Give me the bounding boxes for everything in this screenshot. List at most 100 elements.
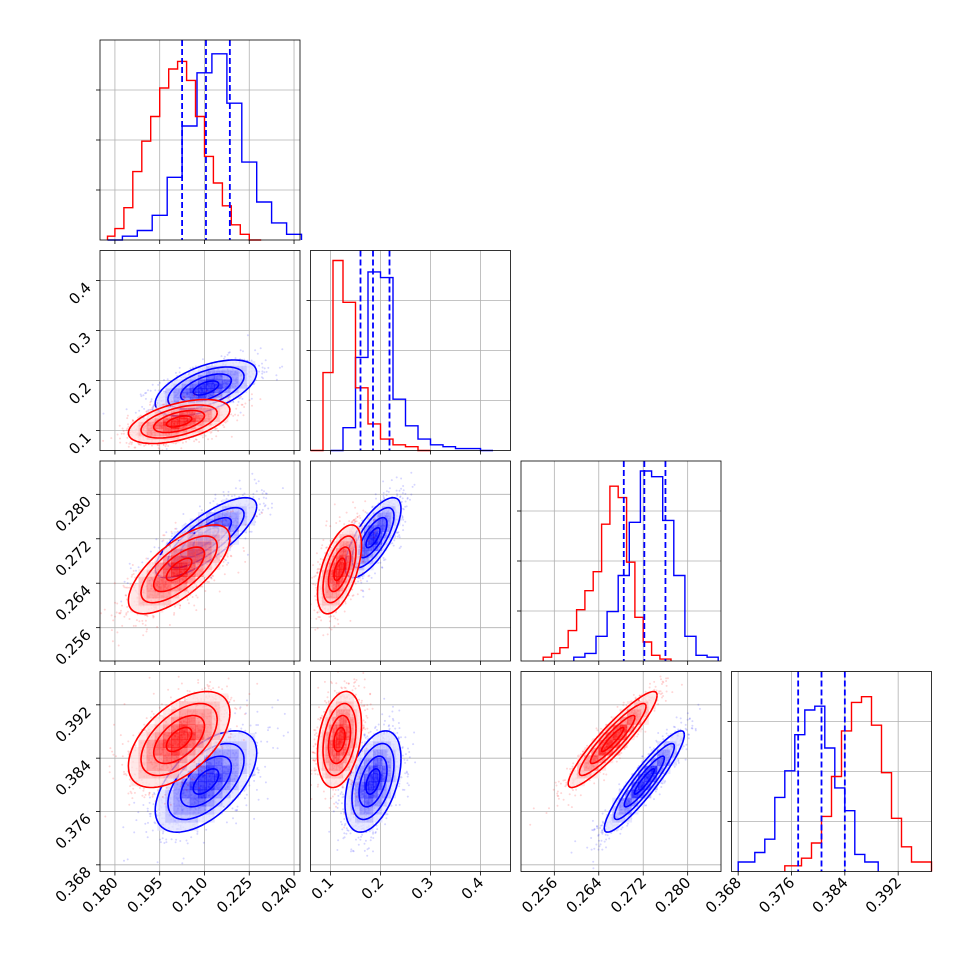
scatter-point xyxy=(158,448,161,451)
density-block xyxy=(246,365,256,371)
scatter-point xyxy=(195,609,198,612)
scatter-point xyxy=(139,393,142,396)
density-block xyxy=(138,576,148,585)
scatter-point xyxy=(149,403,151,406)
density-block xyxy=(211,562,221,570)
scatter-point xyxy=(123,586,126,589)
scatter-point xyxy=(180,447,183,450)
scatter-point xyxy=(174,371,177,374)
scatter-point xyxy=(214,397,217,400)
density-block xyxy=(222,379,231,385)
density-block xyxy=(222,374,231,380)
scatter-point xyxy=(213,579,216,582)
density-block xyxy=(195,533,204,542)
scatter-point xyxy=(110,437,113,440)
scatter-point xyxy=(180,393,183,395)
scatter-point xyxy=(147,389,149,392)
scatter-point xyxy=(235,407,238,410)
scatter-point xyxy=(197,515,200,518)
density-block xyxy=(230,512,239,520)
scatter-point xyxy=(194,438,197,441)
scatter-point xyxy=(132,573,135,575)
density-block xyxy=(203,569,213,577)
scatter-point xyxy=(237,414,240,417)
scatter-point xyxy=(265,492,268,495)
density-block xyxy=(238,518,248,526)
density-block xyxy=(214,518,223,526)
density-block xyxy=(246,512,256,520)
scatter-point xyxy=(200,522,203,525)
scatter-point xyxy=(221,564,224,567)
density-block xyxy=(246,505,256,513)
scatter-point xyxy=(234,487,237,490)
scatter-point xyxy=(130,575,133,578)
scatter-point xyxy=(227,351,230,354)
density-block xyxy=(154,421,164,426)
density-block xyxy=(187,428,196,433)
density-block xyxy=(222,397,231,403)
scatter-point xyxy=(217,430,220,432)
scatter-point xyxy=(166,541,169,544)
scatter-point xyxy=(240,403,243,406)
scatter-point xyxy=(398,536,401,539)
density-block xyxy=(171,562,180,570)
density-block xyxy=(187,421,196,426)
scatter-point xyxy=(186,598,189,601)
density-block xyxy=(138,421,148,426)
scatter-point xyxy=(257,480,260,483)
scatter-point xyxy=(195,517,198,520)
scatter-point xyxy=(151,614,154,617)
scatter-point xyxy=(236,419,239,422)
density-block xyxy=(197,379,207,385)
scatter-point xyxy=(239,395,242,398)
scatter-point xyxy=(217,516,220,519)
scatter-point xyxy=(194,365,197,368)
scatter-point xyxy=(238,479,241,482)
scatter-point xyxy=(399,545,402,548)
scatter-point xyxy=(157,546,160,549)
scatter-point xyxy=(175,527,178,530)
density-block xyxy=(203,555,213,563)
scatter-point xyxy=(187,602,190,605)
scatter-point xyxy=(137,566,140,569)
contour-0-1-0-2 xyxy=(167,366,245,410)
density-block xyxy=(189,392,199,398)
density-block xyxy=(171,569,180,577)
density-block xyxy=(162,410,172,415)
scatter-point xyxy=(230,510,232,513)
density-block xyxy=(246,374,256,380)
density-block xyxy=(206,392,215,398)
density-block xyxy=(130,432,140,437)
scatter-point xyxy=(157,383,160,386)
scatter-point xyxy=(168,624,171,626)
scatter-point xyxy=(271,502,273,505)
scatter-point xyxy=(226,353,229,356)
density-block xyxy=(195,569,204,577)
scatter-point xyxy=(374,572,376,575)
scatter-point xyxy=(126,417,129,420)
scatter-point xyxy=(142,394,145,397)
density-block xyxy=(222,370,231,376)
density-block xyxy=(211,533,221,542)
scatter-point xyxy=(228,399,231,402)
scatter-point xyxy=(251,404,253,407)
scatter-point xyxy=(162,390,165,393)
scatter-point xyxy=(226,400,229,403)
density-block xyxy=(195,576,204,585)
scatter-point xyxy=(193,392,196,395)
contour-1-1-0-2 xyxy=(140,404,218,439)
density-block xyxy=(203,526,213,535)
scatter-point xyxy=(144,443,147,446)
scatter-point xyxy=(129,567,132,570)
scatter-point xyxy=(265,497,268,500)
density-block xyxy=(162,428,172,433)
scatter-point xyxy=(375,497,377,500)
density-block xyxy=(171,432,180,437)
scatter-point xyxy=(216,503,219,506)
density-block xyxy=(206,365,215,371)
scatter-point xyxy=(250,359,253,362)
scatter-point xyxy=(259,503,261,506)
scatter-point xyxy=(236,404,239,407)
scatter-point xyxy=(166,400,169,403)
scatter-point xyxy=(149,550,152,553)
